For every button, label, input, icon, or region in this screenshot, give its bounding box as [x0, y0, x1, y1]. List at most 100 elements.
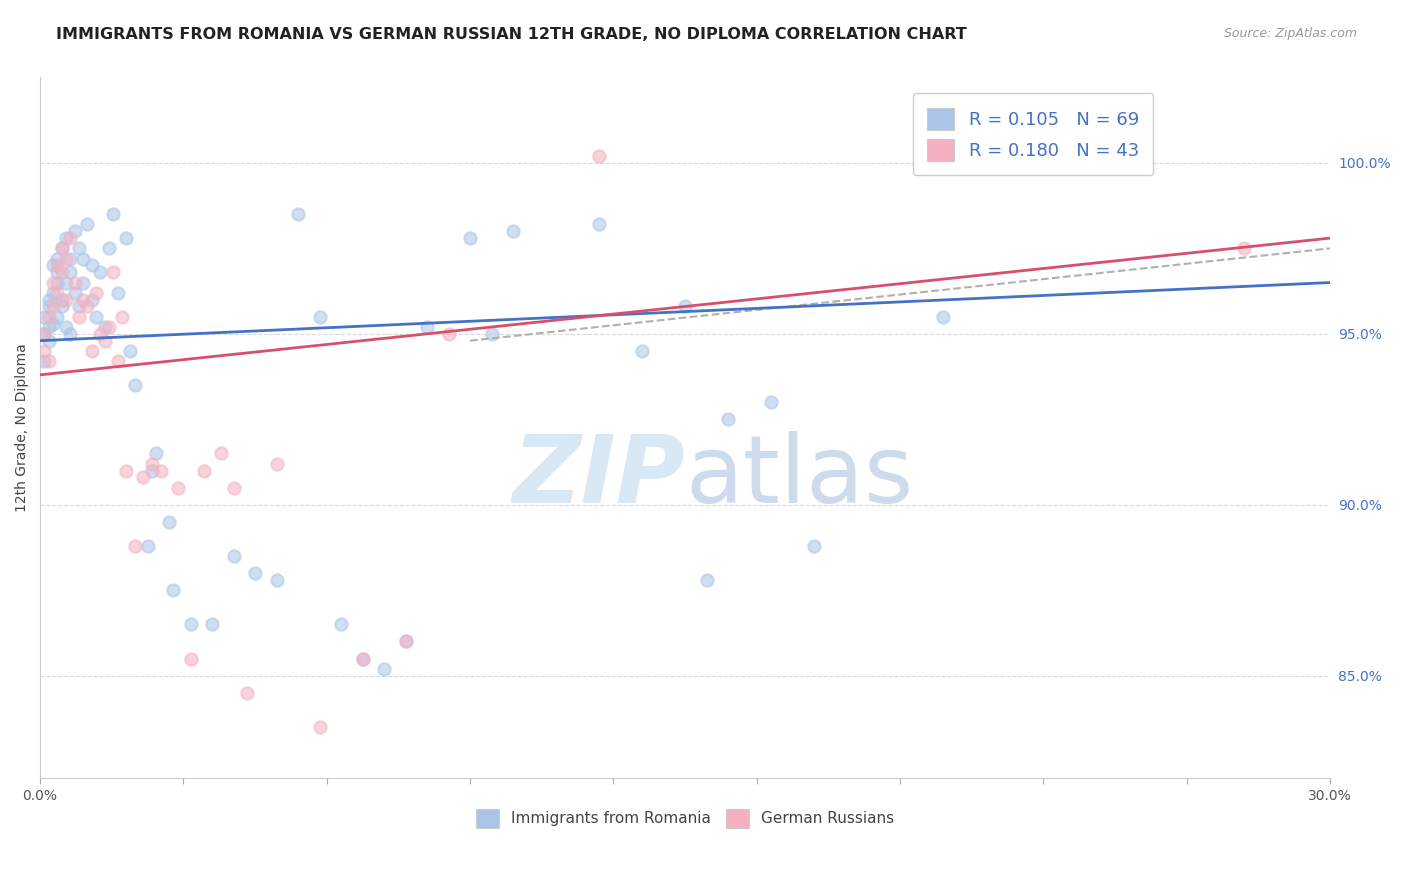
Point	[38, 354, 60, 368]
Point	[588, 149, 610, 163]
Point	[59, 231, 82, 245]
Point	[38, 320, 60, 334]
Point	[243, 566, 266, 581]
Point	[717, 412, 740, 426]
Point	[34, 326, 56, 341]
Point	[59, 326, 82, 341]
Legend: Immigrants from Romania, German Russians: Immigrants from Romania, German Russians	[470, 803, 900, 834]
Point	[34, 310, 56, 324]
Point	[458, 231, 481, 245]
Point	[141, 464, 163, 478]
Point	[97, 241, 120, 255]
Point	[115, 464, 138, 478]
Point	[93, 320, 115, 334]
Point	[209, 446, 232, 460]
Point	[55, 293, 77, 307]
Point	[141, 457, 163, 471]
Point	[166, 481, 188, 495]
Point	[38, 293, 60, 307]
Point	[201, 617, 224, 632]
Point	[34, 354, 56, 368]
Point	[42, 300, 65, 314]
Point	[55, 320, 77, 334]
Point	[76, 218, 98, 232]
Point	[696, 573, 718, 587]
Point	[46, 310, 69, 324]
Point	[932, 310, 955, 324]
Point	[107, 285, 129, 300]
Point	[759, 395, 782, 409]
Point	[63, 276, 86, 290]
Point	[115, 231, 138, 245]
Point	[120, 343, 142, 358]
Point	[67, 241, 90, 255]
Point	[193, 464, 215, 478]
Point	[80, 259, 103, 273]
Point	[673, 300, 696, 314]
Point	[136, 539, 159, 553]
Point	[437, 326, 460, 341]
Point	[59, 265, 82, 279]
Point	[107, 354, 129, 368]
Text: atlas: atlas	[685, 431, 914, 523]
Point	[103, 207, 125, 221]
Point	[84, 310, 107, 324]
Point	[132, 470, 155, 484]
Point	[46, 276, 69, 290]
Text: IMMIGRANTS FROM ROMANIA VS GERMAN RUSSIAN 12TH GRADE, NO DIPLOMA CORRELATION CHA: IMMIGRANTS FROM ROMANIA VS GERMAN RUSSIA…	[56, 27, 967, 42]
Point	[1233, 241, 1256, 255]
Point	[266, 573, 288, 587]
Point	[42, 285, 65, 300]
Point	[89, 265, 111, 279]
Point	[51, 241, 73, 255]
Point	[80, 343, 103, 358]
Point	[394, 634, 416, 648]
Point	[631, 343, 654, 358]
Text: Source: ZipAtlas.com: Source: ZipAtlas.com	[1223, 27, 1357, 40]
Point	[46, 252, 69, 266]
Point	[51, 265, 73, 279]
Point	[352, 651, 374, 665]
Point	[72, 276, 94, 290]
Point	[373, 662, 395, 676]
Point	[308, 720, 330, 734]
Point	[588, 218, 610, 232]
Point	[63, 224, 86, 238]
Point	[42, 276, 65, 290]
Point	[266, 457, 288, 471]
Point	[51, 293, 73, 307]
Point	[308, 310, 330, 324]
Point	[51, 300, 73, 314]
Point	[67, 310, 90, 324]
Y-axis label: 12th Grade, No Diploma: 12th Grade, No Diploma	[15, 343, 30, 512]
Point	[63, 285, 86, 300]
Point	[46, 259, 69, 273]
Point	[235, 686, 257, 700]
Point	[38, 300, 60, 314]
Point	[481, 326, 503, 341]
Point	[97, 320, 120, 334]
Point	[80, 293, 103, 307]
Point	[84, 285, 107, 300]
Point	[46, 285, 69, 300]
Point	[34, 326, 56, 341]
Point	[38, 334, 60, 348]
Point	[55, 231, 77, 245]
Point	[157, 515, 180, 529]
Point	[42, 317, 65, 331]
Point	[124, 539, 146, 553]
Point	[145, 446, 167, 460]
Point	[46, 265, 69, 279]
Point	[352, 651, 374, 665]
Point	[502, 224, 524, 238]
Point	[51, 241, 73, 255]
Point	[180, 651, 202, 665]
Point	[42, 259, 65, 273]
Point	[149, 464, 172, 478]
Point	[803, 539, 825, 553]
Point	[222, 549, 245, 563]
Point	[59, 252, 82, 266]
Point	[394, 634, 416, 648]
Point	[34, 343, 56, 358]
Point	[162, 583, 184, 598]
